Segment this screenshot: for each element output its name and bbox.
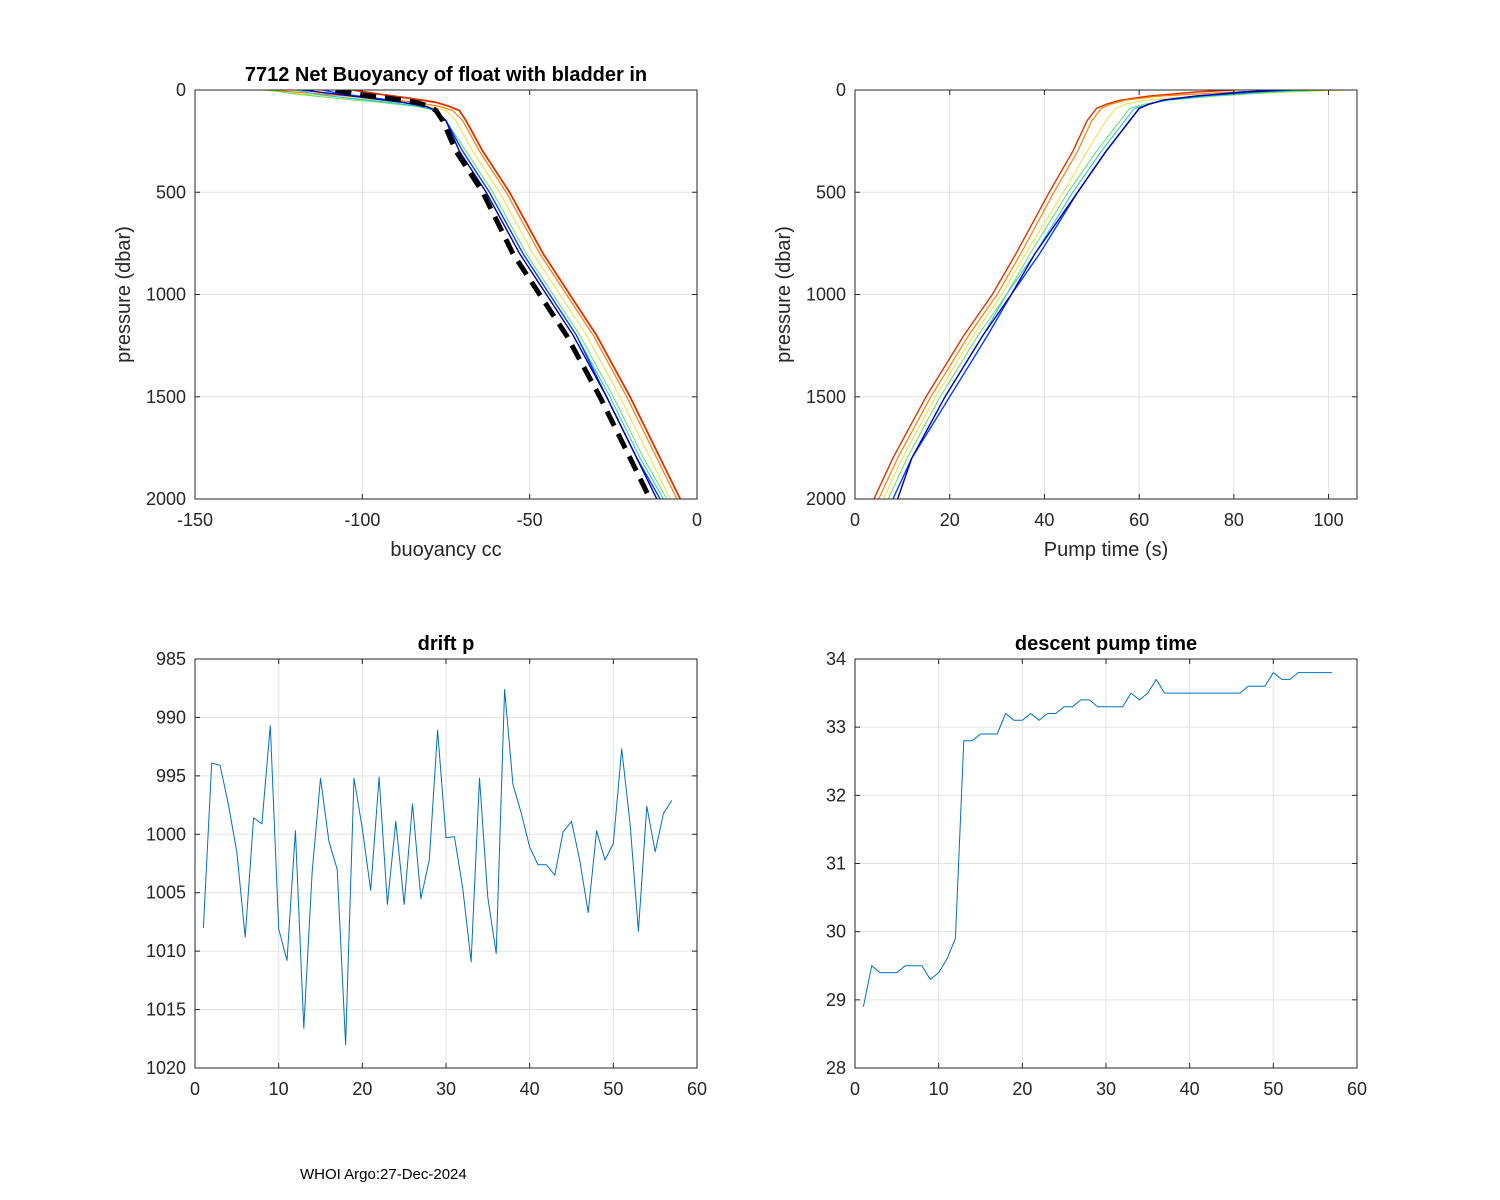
chart-title: drift p [418, 633, 475, 655]
series-line [335, 90, 653, 499]
x-tick-label: 60 [1347, 1079, 1367, 1099]
x-tick-label: 80 [1224, 510, 1244, 530]
series-line [873, 90, 1234, 499]
x-tick-label: 40 [1034, 510, 1054, 530]
x-tick-label: 0 [692, 510, 702, 530]
data-series [202, 688, 673, 1046]
chart-title: descent pump time [1015, 633, 1197, 655]
series-line [887, 90, 1329, 499]
y-tick-label: 1000 [806, 285, 846, 305]
x-tick-label: 20 [1012, 1079, 1032, 1099]
footer-credit: WHOI Argo:27-Dec-2024 [300, 1166, 467, 1183]
x-tick-label: 30 [436, 1079, 456, 1099]
y-tick-label: 28 [826, 1058, 846, 1078]
y-tick-label: 1500 [146, 387, 186, 407]
x-tick-label: 0 [190, 1079, 200, 1099]
y-tick-label: 1020 [146, 1058, 186, 1078]
series-line [878, 90, 1305, 499]
series-line [268, 90, 668, 499]
y-tick-label: 1000 [146, 824, 186, 844]
y-tick-label: 0 [836, 80, 846, 100]
x-tick-label: 20 [352, 1079, 372, 1099]
y-tick-label: 1005 [146, 883, 186, 903]
x-tick-label: 10 [929, 1079, 949, 1099]
y-tick-label: 34 [826, 649, 846, 669]
x-tick-label: 10 [269, 1079, 289, 1099]
y-tick-label: 30 [826, 922, 846, 942]
y-tick-label: 0 [176, 80, 186, 100]
series-line [302, 90, 658, 499]
y-tick-label: 31 [826, 854, 846, 874]
y-tick-label: 1000 [146, 285, 186, 305]
series-line [882, 90, 1348, 499]
data-series [873, 90, 1348, 499]
y-axis-label: pressure (dbar) [113, 226, 135, 363]
y-tick-label: 1500 [806, 387, 846, 407]
x-tick-label: 50 [603, 1079, 623, 1099]
x-axis-label: Pump time (s) [1044, 539, 1168, 561]
series-line [896, 90, 1282, 499]
x-tick-label: 0 [850, 1079, 860, 1099]
y-tick-label: 500 [816, 182, 846, 202]
series-line [352, 90, 682, 499]
y-tick-label: 29 [826, 990, 846, 1010]
x-tick-label: 30 [1096, 1079, 1116, 1099]
x-tick-label: 100 [1314, 510, 1344, 530]
x-tick-label: 50 [1263, 1079, 1283, 1099]
x-tick-label: 20 [940, 510, 960, 530]
y-axis-label: pressure (dbar) [773, 226, 795, 363]
y-tick-label: 995 [156, 766, 186, 786]
y-tick-label: 990 [156, 707, 186, 727]
drift-pressure-plot: 0 10 20 30 40 50 60985990995100010051010101510… [146, 633, 707, 1099]
x-tick-label: 40 [1180, 1079, 1200, 1099]
x-tick-label: 40 [520, 1079, 540, 1099]
series-line [261, 90, 671, 499]
x-tick-label: -150 [177, 510, 213, 530]
series-line [202, 688, 673, 1046]
x-tick-label: 60 [1129, 510, 1149, 530]
y-tick-label: 1015 [146, 1000, 186, 1020]
y-tick-label: 32 [826, 785, 846, 805]
x-tick-label: 0 [850, 510, 860, 530]
data-series [862, 672, 1332, 1007]
y-tick-label: 2000 [146, 489, 186, 509]
x-tick-label: -100 [344, 510, 380, 530]
data-series [261, 90, 682, 499]
y-tick-label: 1010 [146, 941, 186, 961]
y-tick-label: 985 [156, 649, 186, 669]
x-tick-label: -50 [517, 510, 543, 530]
x-axis-label: buoyancy cc [390, 539, 501, 561]
chart-title: 7712 Net Buoyancy of float with bladder … [245, 64, 647, 86]
y-tick-label: 33 [826, 717, 846, 737]
x-tick-label: 60 [687, 1079, 707, 1099]
y-tick-label: 2000 [806, 489, 846, 509]
y-tick-label: 500 [156, 182, 186, 202]
buoyancy-profile-plot: -150 -100 -50 0 0 500 1000 1500 2000 7712 Net Buo… [113, 64, 702, 561]
descent-pump-time-plot: 0 10 20 30 40 50 60 28 29 30 31 32 33 34 descent pump … [826, 633, 1367, 1099]
series-line [862, 672, 1332, 1007]
